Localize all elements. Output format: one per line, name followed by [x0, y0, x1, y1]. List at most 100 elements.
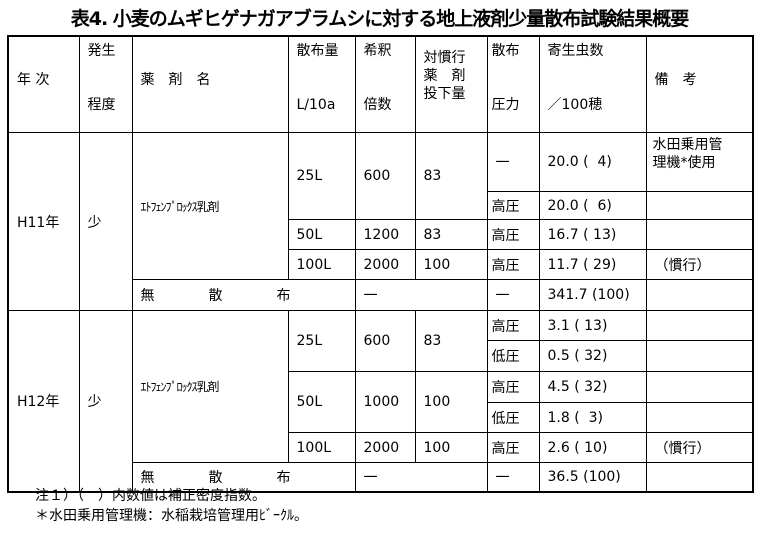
remarks-cell	[645, 402, 754, 433]
pressure-cell: 低圧	[486, 340, 540, 372]
amount-cell: 50L	[287, 371, 356, 433]
header-ratio-2: 薬 剤	[423, 68, 466, 84]
count-cell: 3.1 ( 13)	[538, 310, 647, 341]
no-spray-label: 無 散 布	[131, 462, 356, 492]
amount-cell: 25L	[287, 310, 356, 372]
header-occurrence-2: 程度	[87, 97, 116, 113]
level-cell: 少	[78, 132, 133, 311]
amount-cell: 100L	[287, 249, 356, 280]
level-cell: 少	[78, 310, 133, 492]
pressure-cell: 高圧	[486, 219, 540, 250]
header-count: 寄生虫数 ／100穂	[538, 35, 647, 133]
header-count-2: ／100穂	[547, 97, 603, 113]
pressure-cell: 一	[486, 132, 540, 192]
remarks-cell: （慣行）	[645, 432, 754, 463]
year-cell: H11年	[7, 132, 80, 311]
footnote-1: 注１）（ ）内数値は補正密度指数。	[35, 488, 266, 504]
header-dilution-1: 希釈	[363, 43, 392, 59]
dilution-cell: 600	[354, 310, 416, 372]
table-title: 表4. 小麦のムギヒゲナガアブラムシに対する地上液剤少量散布試験結果概要	[70, 8, 690, 30]
no-spray-dilution: 一	[354, 462, 488, 492]
table-row: H12年 少 ｴﾄﾌｪﾝﾌﾟﾛｯｸｽ乳剤 25L 600 83 高圧 3.1 (…	[7, 310, 754, 492]
amount-cell: 25L	[287, 132, 356, 220]
header-year: 年 次	[7, 35, 80, 133]
amount-cell: 50L	[287, 219, 356, 250]
header-pressure-2: 圧力	[491, 97, 520, 113]
dilution-cell: 1000	[354, 371, 416, 433]
header-occurrence-1: 発生	[87, 43, 116, 59]
header-chemical-text: 薬 剤 名	[140, 71, 211, 88]
header-amount-2: L/10a	[296, 97, 336, 113]
pressure-cell: 高圧	[486, 191, 540, 220]
no-spray-row: 無 散 布 一 一 36.5 (100)	[8, 462, 754, 492]
count-cell: 11.7 ( 29)	[538, 249, 647, 280]
count-cell: 0.5 ( 32)	[538, 340, 647, 372]
count-cell: 16.7 ( 13)	[538, 219, 647, 250]
dilution-cell: 2000	[354, 432, 416, 463]
table-row: 50L 1000 100 高圧 4.5 ( 32)	[8, 371, 754, 433]
header-amount-1: 散布量	[296, 43, 339, 59]
remarks-cell	[645, 279, 754, 311]
remarks-cell	[645, 340, 754, 372]
ratio-cell: 83	[414, 132, 488, 220]
header-remarks-text: 備 考	[654, 71, 697, 88]
pressure-cell: 低圧	[486, 402, 540, 433]
ratio-cell: 83	[414, 219, 488, 250]
footnotes: 注１）（ ）内数値は補正密度指数。 ＊水田乗用管理機：水稲栽培管理用ﾋﾞｰｸﾙ。	[35, 486, 308, 526]
dilution-cell: 2000	[354, 249, 416, 280]
header-pressure-1: 散布	[491, 43, 520, 59]
table-row: 50L 1200 83 高圧 16.7 ( 13)	[8, 219, 754, 250]
pressure-cell: 高圧	[486, 432, 540, 463]
header-pressure: 散布 圧力	[486, 35, 540, 133]
header-dilution: 希釈 倍数	[354, 35, 416, 133]
header-occurrence: 発生 程度	[78, 35, 133, 133]
no-spray-dilution: 一	[354, 279, 488, 311]
ratio-cell: 100	[414, 371, 488, 433]
header-dilution-2: 倍数	[363, 97, 392, 113]
header-ratio-1: 対慣行	[423, 50, 466, 66]
header-year-text: 年 次	[17, 71, 50, 88]
remarks-cell	[645, 219, 754, 250]
remarks-cell	[645, 462, 754, 492]
header-row: 年 次 発生程度 薬 剤 名 散布量 L/10a 希釈倍数 対慣行薬 剤投下量 散…	[7, 35, 754, 133]
count-cell: 4.5 ( 32)	[538, 371, 647, 403]
pressure-cell: 高圧	[486, 249, 540, 280]
table-row: 高圧 20.0 ( 6)	[8, 191, 754, 220]
count-cell: 2.6 ( 10)	[538, 432, 647, 463]
header-ratio-3: 投下量	[423, 86, 466, 102]
pressure-cell: 高圧	[486, 371, 540, 403]
no-spray-label: 無 散 布	[131, 279, 356, 311]
dilution-cell: 1200	[354, 219, 416, 250]
no-spray-count: 341.7 (100)	[538, 279, 647, 311]
table-row: H11年 少 ｴﾄﾌｪﾝﾌﾟﾛｯｸｽ乳剤 25L 600 83 一 20.0 (…	[7, 132, 754, 311]
amount-cell: 100L	[287, 432, 356, 463]
year-cell: H12年	[7, 310, 80, 492]
ratio-cell: 83	[414, 310, 488, 372]
no-spray-pressure: 一	[486, 462, 540, 492]
header-amount: 散布量 L/10a	[287, 35, 356, 133]
pressure-cell: 高圧	[486, 310, 540, 341]
no-spray-count: 36.5 (100)	[538, 462, 647, 492]
ratio-cell: 100	[414, 432, 488, 463]
chemical-cell: ｴﾄﾌｪﾝﾌﾟﾛｯｸｽ乳剤	[131, 310, 289, 463]
dilution-cell: 600	[354, 132, 416, 220]
count-cell: 20.0 ( 6)	[538, 191, 647, 220]
remarks-cell	[645, 191, 754, 220]
results-table: 年 次 発生程度 薬 剤 名 散布量 L/10a 希釈倍数 対慣行薬 剤投下量 散…	[7, 35, 754, 493]
chemical-cell: ｴﾄﾌｪﾝﾌﾟﾛｯｸｽ乳剤	[131, 132, 289, 280]
header-chemical: 薬 剤 名	[131, 35, 289, 133]
remarks-cell	[645, 371, 754, 403]
table-row: 100L 2000 100 高圧 2.6 ( 10) （慣行）	[8, 432, 754, 463]
remarks-cell	[645, 310, 754, 341]
remarks-cell: （慣行）	[645, 249, 754, 280]
header-count-1: 寄生虫数	[547, 43, 604, 59]
count-cell: 1.8 ( 3)	[538, 402, 647, 433]
header-ratio: 対慣行薬 剤投下量	[414, 35, 488, 133]
no-spray-row: 無 散 布 一 一 341.7 (100)	[8, 279, 754, 311]
footnote-2: ＊水田乗用管理機：水稲栽培管理用ﾋﾞｰｸﾙ。	[35, 508, 308, 524]
ratio-cell: 100	[414, 249, 488, 280]
no-spray-pressure: 一	[486, 279, 540, 311]
header-remarks: 備 考	[645, 35, 754, 133]
count-cell: 20.0 ( 4)	[538, 132, 647, 192]
remarks-cell: 水田乗用管 理機*使用	[645, 132, 754, 192]
